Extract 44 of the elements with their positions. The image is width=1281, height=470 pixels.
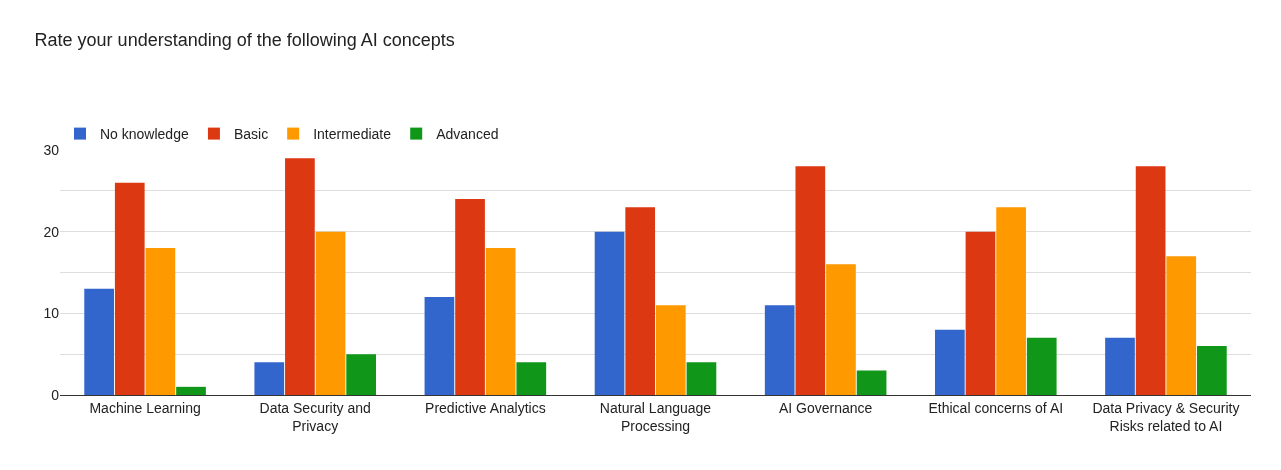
bar [254,362,285,395]
bar [176,386,206,395]
bar [686,362,717,395]
bar [625,207,656,395]
bar [114,182,145,395]
x-tick-label: Data Privacy & Security Risks related to AI [1092,399,1240,434]
bar [516,362,547,395]
y-tick-label: 20 [43,223,60,240]
x-tick-label: Machine Learning [89,399,201,416]
bar [1197,346,1227,395]
y-tick-label: 10 [43,305,60,322]
y-tick-label: 30 [43,141,60,158]
bar [346,354,377,395]
legend-label: Basic [233,126,269,143]
bar [1135,166,1166,395]
bar [655,305,686,395]
chart-title: Rate your understanding of the following AI concepts [34,29,455,50]
bar [996,207,1026,395]
bar [424,297,455,395]
bar [856,370,887,395]
bar [965,231,996,395]
bar [485,248,516,395]
bar [764,305,795,395]
bar [594,231,625,395]
bar [934,329,965,395]
x-tick-label: Ethical concerns of AI [928,399,1064,416]
bar [455,199,485,395]
bar [315,231,346,395]
bar [1105,337,1135,395]
bar [1166,256,1197,395]
bar [145,248,176,395]
x-tick-label: Natural Language Processing [599,399,712,434]
bar [795,166,826,395]
legend-label: Intermediate [313,126,392,143]
x-tick-label: Predictive Analytics [425,399,546,416]
bar [84,288,114,395]
legend-label: Advanced [436,126,499,143]
bar [285,158,315,395]
x-tick-label: AI Governance [778,399,873,416]
bar [1026,337,1057,395]
legend-label: No knowledge [100,126,189,143]
y-tick-label: 0 [51,386,60,403]
x-tick-label: Data Security and Privacy [259,399,371,434]
bar [826,264,856,395]
